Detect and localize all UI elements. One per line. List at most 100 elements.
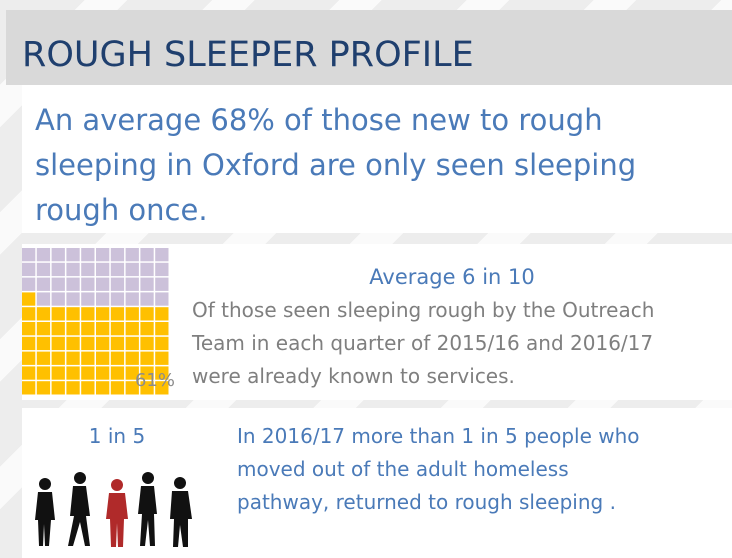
waffle-cell — [140, 381, 154, 395]
waffle-cell — [125, 351, 139, 365]
waffle-cell — [36, 307, 51, 321]
waffle-cell — [22, 262, 36, 277]
waffle-cell — [36, 322, 51, 336]
waffle-cell — [66, 351, 80, 365]
returned-line: In 2016/17 more than 1 in 5 people who — [237, 424, 640, 448]
waffle-cell — [66, 381, 80, 395]
person — [106, 479, 128, 547]
waffle-cell — [110, 307, 125, 321]
waffle-cell — [81, 248, 95, 262]
waffle-cell — [140, 307, 154, 321]
waffle-cell — [125, 277, 139, 291]
waffle-cell — [36, 381, 51, 395]
waffle-cell — [22, 307, 36, 321]
waffle-cell — [36, 292, 51, 306]
waffle-cell — [110, 248, 125, 262]
waffle-cell — [110, 262, 125, 277]
waffle-cell — [125, 381, 139, 395]
waffle-cell — [96, 277, 110, 291]
waffle-cell — [51, 307, 65, 321]
waffle-cell — [81, 322, 95, 336]
waffle — [22, 248, 169, 395]
waffle-cell — [96, 366, 110, 380]
waffle-cell — [125, 248, 139, 262]
waffle-cell — [110, 351, 125, 365]
waffle-cell — [66, 307, 80, 321]
waffle-cell — [155, 351, 169, 365]
waffle-cell — [140, 248, 154, 262]
known-line: Team in each quarter of 2015/16 and 2016… — [191, 331, 653, 355]
waffle-cell — [81, 292, 95, 306]
waffle-cell — [140, 322, 154, 336]
waffle-cell — [96, 262, 110, 277]
waffle-cell — [81, 381, 95, 395]
waffle-cell — [125, 366, 139, 380]
waffle-cell — [96, 351, 110, 365]
waffle-cell — [66, 336, 80, 351]
waffle-cell — [51, 381, 65, 395]
intro-line: sleeping in Oxford are only seen sleepin… — [35, 148, 636, 182]
waffle-cell — [96, 336, 110, 351]
waffle-cell — [81, 336, 95, 351]
waffle-cell — [140, 277, 154, 291]
waffle-cell — [96, 381, 110, 395]
title: ROUGH SLEEPER PROFILE — [22, 35, 474, 75]
waffle-cell — [36, 262, 51, 277]
waffle-cell — [22, 351, 36, 365]
waffle-cell — [51, 351, 65, 365]
waffle-cell — [36, 277, 51, 291]
waffle-cell — [51, 277, 65, 291]
waffle-cell — [96, 307, 110, 321]
waffle-cell — [155, 366, 169, 380]
waffle-cell — [22, 248, 36, 262]
waffle-cell — [51, 366, 65, 380]
returned-box — [22, 408, 732, 558]
waffle-cell — [110, 366, 125, 380]
waffle-cell — [81, 351, 95, 365]
waffle-cell — [140, 262, 154, 277]
waffle-cell — [155, 248, 169, 262]
waffle-cell — [36, 248, 51, 262]
waffle-cell — [66, 292, 80, 306]
waffle-cell — [110, 322, 125, 336]
waffle-cell — [125, 307, 139, 321]
waffle-cell — [125, 262, 139, 277]
waffle-cell — [96, 292, 110, 306]
waffle-cell — [66, 322, 80, 336]
waffle-cell — [155, 277, 169, 291]
waffle-cell — [155, 381, 169, 395]
returned-line: moved out of the adult homeless — [237, 457, 569, 481]
waffle-cell — [22, 277, 36, 291]
person — [170, 477, 192, 547]
intro-line: rough once. — [35, 193, 208, 227]
waffle-cell — [36, 336, 51, 351]
waffle-cell — [110, 336, 125, 351]
waffle-cell — [140, 336, 154, 351]
waffle-cell — [155, 336, 169, 351]
waffle-cell — [155, 292, 169, 306]
waffle-cell — [81, 307, 95, 321]
silhouettes — [35, 472, 192, 547]
waffle-cell — [81, 262, 95, 277]
waffle-cell — [66, 366, 80, 380]
waffle-cell — [140, 366, 154, 380]
waffle-cell — [51, 322, 65, 336]
waffle-cell — [81, 366, 95, 380]
known-line: Of those seen sleeping rough by the Outr… — [192, 298, 654, 322]
known-heading: Average 6 in 10 — [369, 265, 535, 289]
waffle-cell — [110, 277, 125, 291]
known-box — [22, 244, 732, 400]
returned-line: pathway, returned to rough sleeping . — [237, 490, 616, 514]
waffle-cell — [22, 366, 36, 380]
waffle-cell — [110, 381, 125, 395]
waffle-cell — [140, 292, 154, 306]
waffle-cell — [155, 322, 169, 336]
waffle-cell — [96, 322, 110, 336]
waffle-cell — [66, 248, 80, 262]
intro-line: An average 68% of those new to rough — [35, 103, 603, 137]
waffle-cell — [81, 277, 95, 291]
intro-box — [22, 85, 732, 233]
person — [35, 478, 55, 546]
